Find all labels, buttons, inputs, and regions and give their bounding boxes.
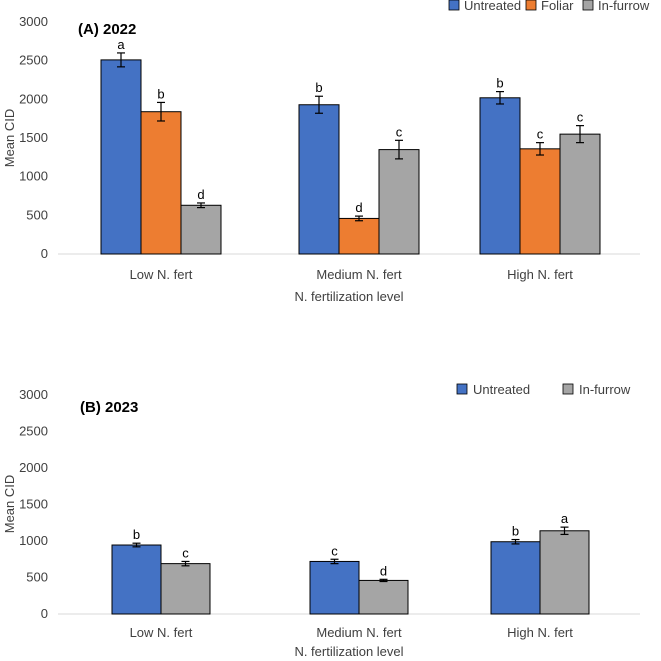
- y-tick-label: 1000: [19, 533, 48, 548]
- y-tick-label: 1500: [19, 130, 48, 145]
- y-tick-label: 500: [26, 570, 48, 585]
- significance-letter: d: [355, 200, 362, 215]
- x-tick-label: High N. fert: [507, 625, 573, 640]
- bar: [519, 148, 561, 255]
- legend-swatch: [456, 383, 468, 395]
- significance-letter: c: [331, 543, 338, 558]
- y-tick-label: 0: [41, 246, 48, 261]
- bar: [358, 579, 409, 615]
- chart-panel-1: (A) 2022 0 500 1000 1500 2000 2500 3000 Mean CID…: [2, 0, 650, 304]
- y-tick-label: 3000: [19, 387, 48, 402]
- panel-title: (B) 2023: [80, 399, 138, 416]
- legend-label: Foliar: [541, 0, 574, 13]
- legend-label: Untreated: [464, 0, 521, 13]
- y-tick-label: 500: [26, 207, 48, 222]
- significance-letter: b: [496, 76, 503, 91]
- legend-swatch: [562, 383, 574, 395]
- legend-swatch: [448, 0, 460, 11]
- x-tick-label: Medium N. fert: [316, 625, 402, 640]
- significance-letter: d: [380, 563, 387, 578]
- y-axis-title: Mean CID: [2, 109, 17, 168]
- legend-label: In-furrow: [579, 382, 631, 397]
- x-tick-label: High N. fert: [507, 267, 573, 282]
- bar: [338, 217, 380, 255]
- bar: [140, 111, 182, 255]
- x-axis-title: N. fertilization level: [294, 644, 403, 659]
- significance-letter: b: [157, 86, 164, 101]
- x-tick-label: Low N. fert: [130, 625, 193, 640]
- bar: [479, 97, 521, 255]
- bar: [111, 544, 162, 615]
- significance-letter: c: [537, 127, 544, 142]
- bar: [309, 560, 360, 615]
- significance-letter: a: [117, 37, 125, 52]
- y-tick-label: 1000: [19, 169, 48, 184]
- x-tick-label: Low N. fert: [130, 267, 193, 282]
- x-tick-label: Medium N. fert: [316, 267, 402, 282]
- y-tick-label: 2500: [19, 424, 48, 439]
- legend-label: Untreated: [473, 382, 530, 397]
- y-tick-label: 2000: [19, 460, 48, 475]
- significance-letter: c: [577, 110, 584, 125]
- x-axis-title: N. fertilization level: [294, 289, 403, 304]
- significance-letter: b: [133, 527, 140, 542]
- y-axis-title: Mean CID: [2, 475, 17, 534]
- bar: [180, 204, 222, 255]
- panel-title: (A) 2022: [78, 21, 136, 38]
- significance-letter: a: [561, 511, 569, 526]
- significance-letter: c: [182, 545, 189, 560]
- significance-letter: b: [315, 80, 322, 95]
- legend-swatch: [525, 0, 537, 11]
- bar: [100, 59, 142, 255]
- y-tick-label: 1500: [19, 497, 48, 512]
- y-tick-label: 3000: [19, 14, 48, 29]
- bar: [539, 530, 590, 615]
- bar: [490, 541, 541, 615]
- bar: [559, 133, 601, 255]
- significance-letter: b: [512, 524, 519, 539]
- chart-panel-2: (B) 2023 0 500 1000 1500 2000 2500 3000 Mean CID…: [2, 382, 640, 659]
- y-tick-label: 2500: [19, 53, 48, 68]
- legend-label: In-furrow: [598, 0, 650, 13]
- significance-letter: c: [396, 124, 403, 139]
- legend-swatch: [582, 0, 594, 11]
- significance-letter: d: [197, 187, 204, 202]
- bar: [378, 149, 420, 255]
- y-tick-label: 0: [41, 606, 48, 621]
- bar: [160, 563, 211, 615]
- bar: [298, 104, 340, 255]
- y-tick-label: 2000: [19, 91, 48, 106]
